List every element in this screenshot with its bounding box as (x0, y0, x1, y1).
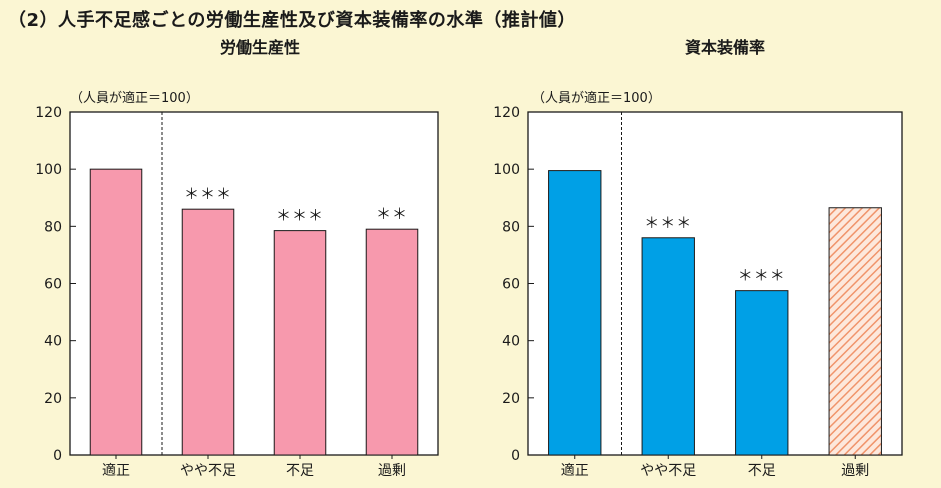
significance-label: ＊＊＊ (276, 207, 324, 225)
chart-title-capital-equipment-ratio: 資本装備率 (684, 38, 765, 57)
bar-2 (181, 208, 235, 456)
y-tick-label: 20 (502, 391, 520, 407)
y-tick-label: 100 (493, 162, 520, 178)
y-tick-label: 120 (35, 105, 62, 121)
chart-capital-equipment-ratio: （人員が適正＝100） 0 20 40 60 80 100 120 適正 やや不足 ＊＊＊ 不足 ＊＊＊… (493, 90, 903, 479)
x-tick-label: 過剰 (378, 463, 406, 479)
bar-3 (273, 230, 327, 456)
x-tick-label: 過剰 (841, 463, 869, 479)
y-unit-label: （人員が適正＝100） (532, 90, 661, 106)
bar-4 (365, 228, 419, 456)
y-tick-label: 60 (502, 277, 520, 293)
significance-label: ＊＊＊ (644, 214, 692, 232)
x-tick-label: 適正 (561, 462, 589, 479)
significance-label: ＊＊＊ (184, 185, 232, 203)
x-tick-label: 不足 (286, 463, 314, 479)
x-tick-label: 適正 (102, 462, 130, 479)
y-tick-label: 80 (44, 219, 62, 235)
y-tick-label: 80 (502, 219, 520, 235)
bar-3 (735, 290, 789, 456)
y-tick-label: 40 (44, 334, 62, 350)
y-tick-label: 120 (493, 105, 520, 121)
bar-2 (641, 237, 695, 456)
y-tick-label: 100 (35, 162, 62, 178)
x-tick-label: やや不足 (180, 463, 236, 479)
x-tick-label: 不足 (748, 463, 776, 479)
y-tick-label: 0 (53, 448, 62, 464)
bar-1 (89, 168, 143, 456)
significance-label: ＊＊＊ (738, 267, 786, 285)
y-tick-label: 60 (44, 277, 62, 293)
y-tick-label: 20 (44, 391, 62, 407)
y-unit-label: （人員が適正＝100） (70, 90, 199, 106)
y-tick-label: 0 (511, 448, 520, 464)
y-tick-label: 40 (502, 334, 520, 350)
chart-title-labor-productivity: 労働生産性 (219, 38, 300, 57)
bar-1 (548, 170, 602, 456)
bar-4 (828, 207, 882, 456)
x-tick-label: やや不足 (640, 463, 696, 479)
page-title: （2）人手不足感ごとの労働生産性及び資本装備率の水準（推計値） (8, 10, 576, 31)
significance-label: ＊＊ (376, 205, 408, 223)
